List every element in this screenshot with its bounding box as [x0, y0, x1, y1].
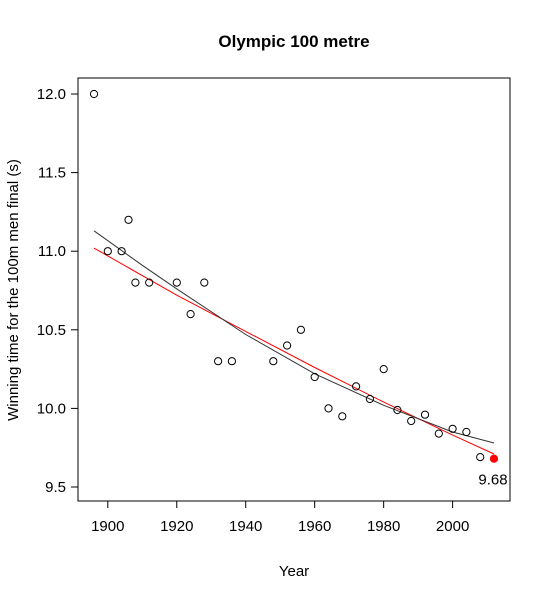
y-tick-label: 10.5: [37, 322, 66, 339]
data-point: [172, 278, 181, 287]
x-tick-label: 1980: [367, 518, 400, 535]
data-point: [103, 247, 112, 256]
data-point: [186, 310, 195, 319]
fit-line-2: [93, 230, 495, 444]
x-tick-label: 1920: [160, 518, 193, 535]
data-point: [352, 382, 361, 391]
data-point: [283, 341, 292, 350]
data-point: [124, 215, 133, 224]
data-point: [324, 404, 333, 413]
x-tick-label: 1940: [229, 518, 262, 535]
data-point: [214, 357, 223, 366]
data-point: [338, 412, 347, 421]
data-point: [296, 325, 305, 334]
y-tick-label: 10.0: [37, 400, 66, 417]
data-point: [407, 416, 416, 426]
x-axis-label: Year: [279, 563, 309, 580]
fit-lines: [93, 230, 495, 455]
data-point: [476, 453, 485, 462]
y-axis-label: Winning time for the 100m men final (s): [5, 159, 22, 421]
x-tick-label: 1900: [91, 518, 124, 535]
y-axis: 9.5 10.0 10.5 11.0 11.5 12.0: [37, 86, 79, 496]
y-tick-label: 11.0: [38, 243, 66, 260]
data-point: [145, 278, 154, 287]
data-point: [200, 278, 209, 287]
data-point: [462, 427, 471, 437]
data-point: [393, 405, 402, 415]
y-tick-label: 12.0: [37, 86, 66, 103]
y-tick-label: 11.5: [38, 165, 66, 182]
plot-frame: [77, 77, 511, 502]
data-point: [310, 372, 319, 382]
data-point: [269, 357, 278, 366]
data-point: [379, 365, 388, 374]
data-point: [89, 89, 99, 99]
x-axis: 1900 1920 1940 1960 1980 2000: [91, 500, 469, 535]
data-point: [448, 424, 457, 433]
highlight-point: [489, 454, 499, 463]
fit-line-1: [93, 247, 495, 455]
x-tick-label: 1960: [298, 518, 331, 535]
data-point: [365, 394, 374, 404]
data-point: [434, 429, 443, 438]
data-point: [131, 278, 140, 287]
chart-title: Olympic 100 metre: [218, 32, 369, 51]
annotation-label: 9.68: [478, 472, 507, 489]
y-tick-label: 9.5: [45, 479, 66, 496]
data-points: [89, 89, 499, 463]
x-tick-label: 2000: [436, 518, 469, 535]
data-point: [117, 247, 126, 256]
data-point: [227, 357, 236, 366]
data-point: [420, 410, 430, 419]
